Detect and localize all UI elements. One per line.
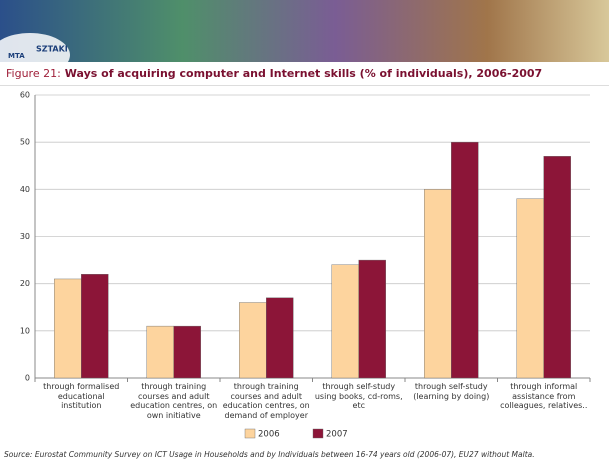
- x-tick-label: through self-study (learning by doing): [413, 382, 490, 401]
- chart-title: Ways of acquiring computer and Internet …: [65, 67, 542, 80]
- bar: [424, 189, 452, 379]
- y-tick-label: 50: [20, 138, 30, 147]
- x-tick-label: through training courses and adult educa…: [222, 382, 310, 420]
- figure-label: Figure 21:: [6, 67, 61, 80]
- bar: [173, 325, 201, 379]
- divider: [0, 85, 609, 86]
- banner: [0, 0, 609, 62]
- y-tick-label: 20: [20, 279, 30, 288]
- legend-swatch: [244, 428, 256, 439]
- bar: [146, 325, 174, 379]
- source: Source: Eurostat Community Survey on ICT…: [4, 450, 535, 459]
- y-tick-label: 10: [20, 326, 30, 335]
- legend-label: 2007: [326, 430, 348, 440]
- bar: [54, 278, 82, 379]
- bar: [516, 198, 544, 379]
- y-tick-label: 30: [20, 232, 30, 241]
- x-tick-label: through formalised educational instituti…: [43, 382, 120, 410]
- x-tick-label: through informal assistance from colleag…: [500, 382, 588, 410]
- x-tick-label: through self-study using books, cd-roms,…: [314, 382, 403, 410]
- x-tick-label: through training courses and adult educa…: [130, 382, 218, 420]
- bar: [81, 274, 109, 379]
- logo-shape: [0, 33, 70, 77]
- figure-label: Figure 21: Ways of acquiring computer and…: [6, 67, 542, 80]
- bar: [239, 302, 267, 379]
- y-tick-label: 40: [20, 185, 30, 194]
- bar: [358, 259, 386, 379]
- logo-org: MTA: [8, 52, 25, 60]
- y-tick-label: 0: [25, 374, 30, 383]
- bar: [331, 264, 359, 379]
- logo-institute: SZTAKI: [36, 45, 68, 54]
- y-tick-label: 60: [20, 91, 30, 100]
- bar: [266, 297, 294, 379]
- bar: [543, 156, 571, 379]
- bar: [451, 141, 479, 379]
- legend-swatch: [312, 428, 324, 439]
- legend-label: 2006: [258, 430, 280, 440]
